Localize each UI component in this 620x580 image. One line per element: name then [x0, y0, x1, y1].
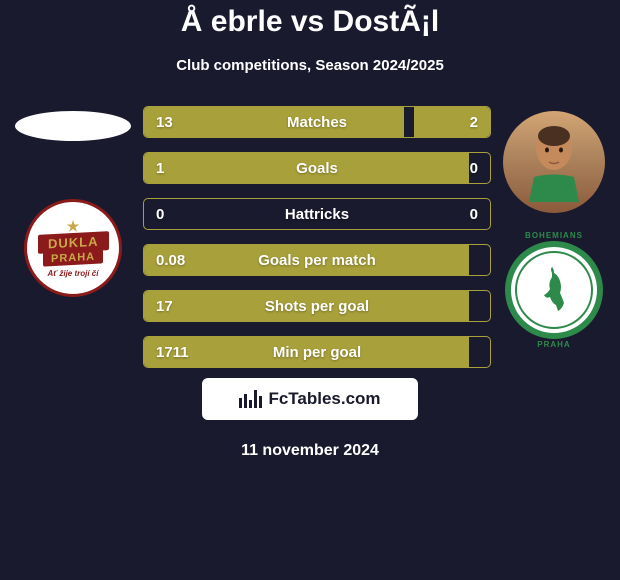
fctables-bar: [244, 394, 247, 408]
stat-value-right: 2: [470, 114, 478, 131]
player-right-image: [503, 111, 605, 213]
stat-value-right: 0: [470, 206, 478, 223]
comparison-card: Å ebrle vs DostÃ¡l Club competitions, Se…: [0, 0, 620, 460]
page-title: Å ebrle vs DostÃ¡l: [181, 5, 439, 39]
stat-label: Min per goal: [144, 344, 490, 361]
fctables-bar: [239, 398, 242, 408]
club-badge-left: ★ DUKLA PRAHA Ať žije trojí čí: [24, 199, 122, 297]
stat-row: 0Hattricks0: [143, 198, 491, 230]
stat-label: Hattricks: [144, 206, 490, 223]
stat-label: Shots per goal: [144, 298, 490, 315]
player-left-image: [15, 111, 131, 141]
right-player-column: BOHEMIANS PRAHA: [503, 106, 605, 339]
kangaroo-icon: [534, 265, 574, 315]
stat-row: 13Matches2: [143, 106, 491, 138]
fctables-bar: [249, 400, 252, 408]
stat-label: Matches: [144, 114, 490, 131]
stat-row: 0.08Goals per match: [143, 244, 491, 276]
fctables-bar: [259, 396, 262, 408]
club-right-city: PRAHA: [537, 340, 570, 349]
player-silhouette-icon: [519, 122, 589, 202]
fctables-badge[interactable]: FcTables.com: [202, 378, 418, 420]
main-content-row: ★ DUKLA PRAHA Ať žije trojí čí 13Matches…: [0, 106, 620, 368]
stat-row: 1Goals0: [143, 152, 491, 184]
fctables-chart-icon: [239, 390, 262, 408]
left-player-column: ★ DUKLA PRAHA Ať žije trojí čí: [15, 106, 131, 297]
page-subtitle: Club competitions, Season 2024/2025: [176, 57, 444, 74]
fctables-bar: [254, 390, 257, 408]
club-right-inner-ring: [515, 251, 593, 329]
stat-row: 1711Min per goal: [143, 336, 491, 368]
club-badge-right: BOHEMIANS PRAHA: [505, 241, 603, 339]
fctables-label: FcTables.com: [268, 389, 380, 409]
stat-label: Goals: [144, 160, 490, 177]
stat-row: 17Shots per goal: [143, 290, 491, 322]
club-left-motto: Ať žije trojí čí: [48, 269, 99, 278]
stats-column: 13Matches21Goals00Hattricks00.08Goals pe…: [143, 106, 491, 368]
date-label: 11 november 2024: [241, 442, 379, 460]
club-left-city: PRAHA: [43, 249, 103, 266]
stat-label: Goals per match: [144, 252, 490, 269]
stat-value-right: 0: [470, 160, 478, 177]
club-right-name: BOHEMIANS: [525, 231, 583, 240]
